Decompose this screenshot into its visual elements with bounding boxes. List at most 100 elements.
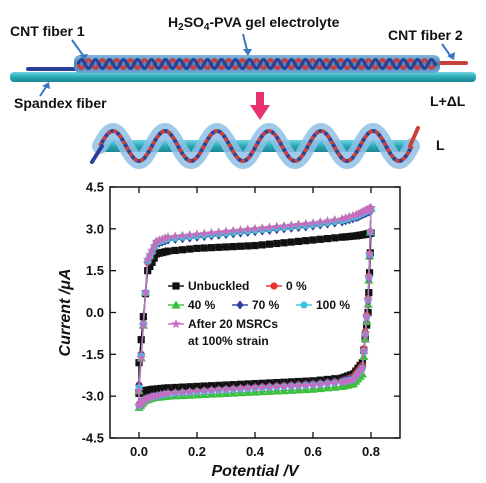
label-cnt-fiber-2: CNT fiber 2 bbox=[388, 27, 463, 43]
legend-label: 40 % bbox=[188, 298, 216, 312]
data-point bbox=[200, 244, 208, 252]
legend-label: After 20 MSRCs bbox=[188, 317, 278, 331]
data-point bbox=[235, 225, 246, 235]
data-point bbox=[344, 211, 355, 222]
data-point bbox=[244, 242, 252, 250]
data-point bbox=[358, 346, 369, 356]
data-point bbox=[147, 245, 157, 255]
data-point bbox=[340, 212, 351, 223]
data-point bbox=[271, 221, 282, 231]
legend-label: 100 % bbox=[316, 298, 350, 312]
data-point bbox=[331, 234, 339, 242]
data-point bbox=[293, 219, 304, 229]
legend-label: 70 % bbox=[252, 298, 280, 312]
data-point bbox=[363, 271, 374, 282]
data-point bbox=[257, 222, 268, 233]
data-point bbox=[363, 294, 374, 305]
data-point bbox=[184, 386, 195, 397]
data-point bbox=[360, 328, 371, 339]
data-point bbox=[323, 234, 332, 243]
data-point bbox=[271, 381, 282, 391]
data-point bbox=[164, 247, 172, 255]
data-point bbox=[286, 380, 297, 391]
data-point bbox=[199, 385, 210, 396]
label-spandex-fiber: Spandex fiber bbox=[14, 95, 107, 111]
data-point bbox=[329, 377, 340, 388]
legend-marker bbox=[300, 301, 308, 309]
label-electrolyte: H2SO4-PVA gel electrolyte bbox=[168, 14, 340, 33]
data-point bbox=[144, 249, 155, 260]
data-point bbox=[315, 379, 326, 389]
data-point bbox=[139, 394, 150, 404]
data-point bbox=[351, 209, 362, 220]
data-point bbox=[280, 239, 288, 247]
data-point bbox=[329, 214, 340, 225]
data-point bbox=[170, 231, 181, 241]
data-point bbox=[353, 368, 363, 379]
data-point bbox=[322, 215, 333, 226]
y-tick-label: -4.5 bbox=[82, 431, 104, 446]
data-point bbox=[142, 254, 153, 264]
data-point bbox=[192, 386, 202, 396]
series-5 bbox=[134, 202, 376, 411]
data-point bbox=[171, 383, 179, 392]
coil-lead-red bbox=[408, 126, 420, 148]
data-point bbox=[153, 385, 161, 393]
transition-arrow-head bbox=[250, 105, 270, 120]
y-axis-label: Current /μA bbox=[57, 269, 74, 357]
data-point bbox=[242, 383, 253, 393]
label-stretched-length: L+ΔL bbox=[430, 93, 466, 109]
data-point bbox=[146, 262, 154, 271]
data-point bbox=[148, 258, 156, 266]
data-point bbox=[137, 336, 145, 344]
y-tick-label: 0.0 bbox=[86, 305, 104, 320]
legend-marker bbox=[172, 282, 180, 290]
legend-marker bbox=[171, 300, 181, 309]
legend-marker bbox=[270, 282, 278, 290]
data-point bbox=[358, 206, 368, 216]
data-point bbox=[337, 213, 347, 224]
data-point bbox=[264, 381, 275, 392]
data-point bbox=[286, 220, 297, 230]
data-point bbox=[250, 223, 260, 234]
legend-marker bbox=[236, 300, 244, 310]
data-point bbox=[309, 236, 317, 244]
series-line bbox=[138, 232, 372, 395]
data-point bbox=[138, 319, 149, 330]
data-point bbox=[192, 229, 202, 239]
data-point bbox=[345, 232, 353, 241]
label-cnt-fiber-1: CNT fiber 1 bbox=[10, 23, 85, 39]
spandex-fiber-stretched bbox=[10, 72, 476, 82]
data-point bbox=[215, 243, 223, 251]
data-point bbox=[150, 254, 158, 262]
data-point bbox=[350, 371, 361, 381]
data-point bbox=[242, 224, 253, 234]
legend-marker bbox=[171, 318, 181, 329]
legend-label: 0 % bbox=[286, 279, 307, 293]
data-point bbox=[322, 383, 333, 392]
data-point bbox=[134, 400, 144, 411]
data-point bbox=[337, 381, 347, 391]
data-point bbox=[138, 395, 149, 406]
twisted-fiber-blue bbox=[76, 58, 438, 70]
data-point bbox=[300, 218, 311, 229]
data-point bbox=[353, 208, 364, 219]
data-point bbox=[273, 239, 281, 248]
data-point bbox=[355, 365, 366, 376]
data-point bbox=[251, 241, 259, 250]
x-tick-label: 0.6 bbox=[304, 444, 322, 459]
data-point bbox=[206, 227, 217, 238]
data-point bbox=[294, 237, 303, 245]
x-tick-label: 0.8 bbox=[362, 444, 380, 459]
data-point bbox=[364, 248, 375, 259]
data-point bbox=[342, 233, 350, 241]
data-point bbox=[355, 207, 366, 217]
data-point bbox=[279, 381, 289, 391]
legend-label-line2: at 100% strain bbox=[188, 334, 269, 348]
data-point bbox=[315, 383, 325, 393]
y-tick-label: -3.0 bbox=[82, 389, 104, 404]
x-axis-label: Potential /V bbox=[211, 463, 299, 480]
data-point bbox=[221, 226, 231, 236]
x-tick-label: 0.2 bbox=[188, 444, 206, 459]
data-point bbox=[163, 232, 173, 242]
